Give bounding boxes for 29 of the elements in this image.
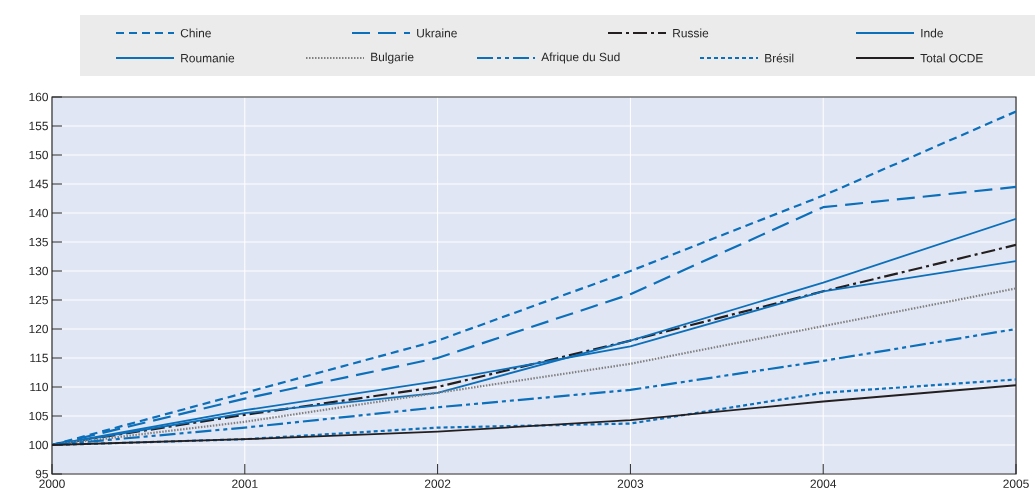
legend-label: Brésil [765,53,794,63]
y-tick-label: 115 [30,353,48,363]
y-tick-label: 150 [29,150,49,160]
y-tick-label: 130 [29,266,49,276]
legend-label: Chine [180,28,211,38]
legend-label: Ukraine [417,28,457,38]
y-tick-label: 100 [29,440,49,450]
y-tick-label: 95 [35,469,48,479]
legend-label: Total OCDE [920,53,983,63]
x-tick-label: 2000 [39,479,65,488]
legend-label: Russie [673,28,709,38]
x-tick-label: 2001 [232,479,258,488]
legend-label: Afrique du Sud [541,52,620,64]
y-tick-label: 155 [29,121,48,131]
y-tick-label: 140 [29,208,49,218]
y-tick-label: 135 [29,237,48,247]
x-tick-label: 2002 [424,479,451,488]
x-tick-label: 2003 [617,479,644,488]
y-tick-label: 110 [30,382,49,392]
y-tick-label: 120 [29,324,49,334]
legend-label: Bulgarie [371,52,414,64]
y-tick-label: 105 [29,411,48,421]
x-tick-label: 2005 [1003,479,1029,488]
y-tick-label: 125 [29,295,48,305]
x-tick-label: 2004 [810,479,837,488]
legend-label: Roumanie [181,53,235,63]
y-tick-label: 145 [29,179,48,189]
legend-label: Inde [921,28,943,38]
y-tick-label: 160 [29,92,49,102]
